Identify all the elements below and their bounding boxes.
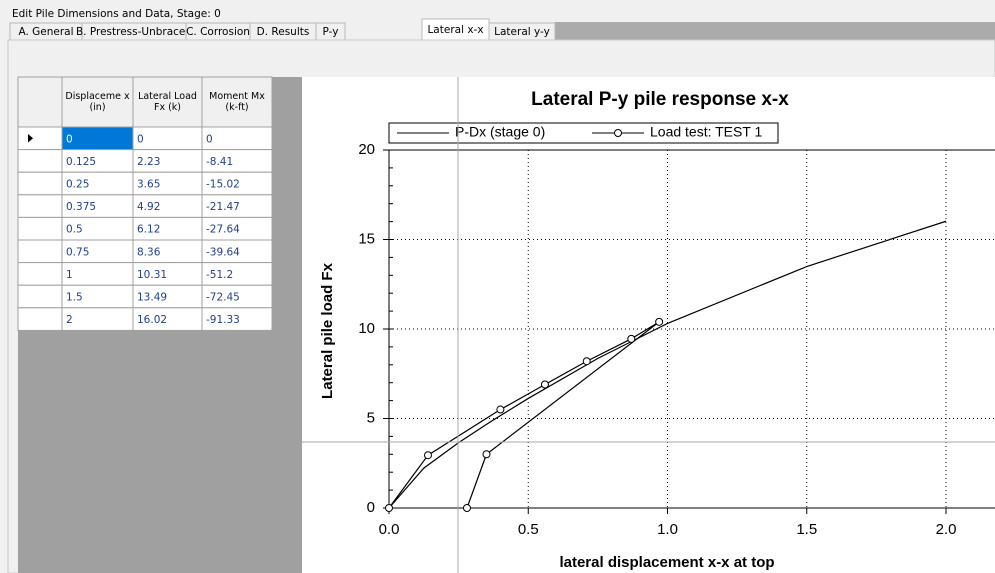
cell-text: -91.33 (206, 314, 240, 326)
cell-text: 3.65 (137, 179, 160, 191)
cell-text: -21.47 (206, 201, 240, 213)
x-tick-label: 2.0 (936, 521, 957, 538)
series-marker (482, 450, 491, 459)
series-marker (540, 380, 549, 389)
cell-text: 4.92 (137, 201, 160, 213)
cell-text: -15.02 (206, 179, 240, 191)
cell-text: 0 (206, 133, 213, 145)
cell-text: 13.49 (137, 292, 167, 304)
y-tick-label: 10 (358, 320, 375, 337)
cell[interactable] (201, 307, 273, 331)
row-header[interactable] (17, 194, 63, 218)
x-tick-label: 1.5 (796, 521, 817, 538)
x-tick-label: 0.0 (379, 521, 400, 538)
cell-text: 0 (137, 133, 144, 145)
column-header-label: Moment Mx (k-ft) (209, 91, 265, 113)
y-axis-label: Lateral pile load Fx (319, 262, 336, 399)
cell-text: 16.02 (137, 314, 167, 326)
cell-text: 2 (66, 314, 73, 326)
y-tick-label: 0 (367, 499, 375, 516)
cell-text: -8.41 (206, 156, 233, 168)
column-header-text: Lateral Load Fx (k) (138, 91, 197, 113)
chart-title: Lateral P-y pile response x-x (531, 89, 789, 110)
series-line (388, 220, 947, 509)
cell-text: 1.5 (66, 292, 83, 304)
row-indicator (28, 134, 33, 143)
column-header-text: Moment Mx (k-ft) (209, 91, 265, 113)
series-marker (655, 317, 664, 326)
y-tick-label: 20 (358, 141, 375, 158)
tab-label: C. Corrosion (186, 26, 250, 38)
series-marker (385, 504, 393, 512)
tab-label: Lateral x-x (427, 24, 483, 36)
column-header (61, 76, 134, 128)
tab-label: A. General (18, 26, 73, 38)
cell-text: 2.23 (137, 156, 160, 168)
cell-text: -72.45 (206, 292, 240, 304)
series-marker (582, 357, 591, 366)
tab-label: P-y (323, 26, 339, 38)
cell-text: 0.75 (66, 246, 89, 258)
cell-text: 0 (66, 133, 73, 145)
cell-text: -27.64 (206, 224, 240, 236)
x-tick-label: 0.5 (518, 521, 539, 538)
cell-text: 8.36 (137, 246, 161, 258)
cell-text: 6.12 (137, 224, 160, 236)
cell-text: -51.2 (206, 269, 233, 281)
row-header[interactable] (17, 239, 63, 264)
cell-text: 0.5 (66, 224, 83, 236)
window-title: Edit Pile Dimensions and Data, Stage: 0 (12, 8, 221, 20)
series-marker (462, 504, 471, 512)
plot-frame (388, 149, 995, 509)
column-header-text: Displaceme x (in) (65, 91, 130, 113)
cell-text: 1 (66, 269, 73, 281)
cell-text: 0.375 (66, 201, 96, 213)
chart-panel (302, 77, 995, 573)
x-tick-label: 1.0 (657, 521, 678, 538)
chart: Lateral P-y pile response x-x lateral di… (319, 89, 995, 571)
column-header-label: Lateral Load Fx (k) (138, 91, 197, 113)
y-tick-label: 5 (367, 409, 375, 426)
legend-label: Load test: TEST 1 (650, 124, 763, 140)
row-header[interactable] (17, 216, 63, 241)
cell-text: 0.25 (66, 179, 89, 191)
series-marker (423, 451, 432, 460)
row-header[interactable] (17, 307, 63, 331)
series-marker (496, 405, 505, 414)
tab-label: D. Results (257, 26, 310, 38)
x-axis-label: lateral displacement x-x at top (559, 554, 774, 571)
row-header[interactable] (17, 284, 63, 309)
legend-label: P-Dx (stage 0) (455, 124, 545, 140)
column-header-label: Displaceme x (in) (65, 91, 130, 113)
legend-marker (614, 129, 622, 137)
tab-label: Lateral y-y (494, 26, 550, 38)
y-tick-label: 15 (358, 230, 375, 247)
row-header[interactable] (17, 262, 63, 286)
cell-text: 10.31 (137, 269, 167, 281)
row-header[interactable] (17, 171, 63, 196)
row-header[interactable] (17, 149, 63, 173)
tab-label: B. Prestress-Unbraced (76, 26, 192, 38)
row-header[interactable] (17, 126, 63, 151)
data-table: Displaceme x (in) Lateral Load Fx (k) Mome… (17, 76, 273, 331)
column-header (201, 76, 273, 128)
legend-box (388, 122, 779, 144)
cell-text: 0.125 (66, 156, 96, 168)
column-header (132, 76, 203, 128)
series-marker (627, 334, 636, 343)
tab-strip (555, 22, 995, 41)
cell-text: -39.64 (206, 246, 240, 258)
